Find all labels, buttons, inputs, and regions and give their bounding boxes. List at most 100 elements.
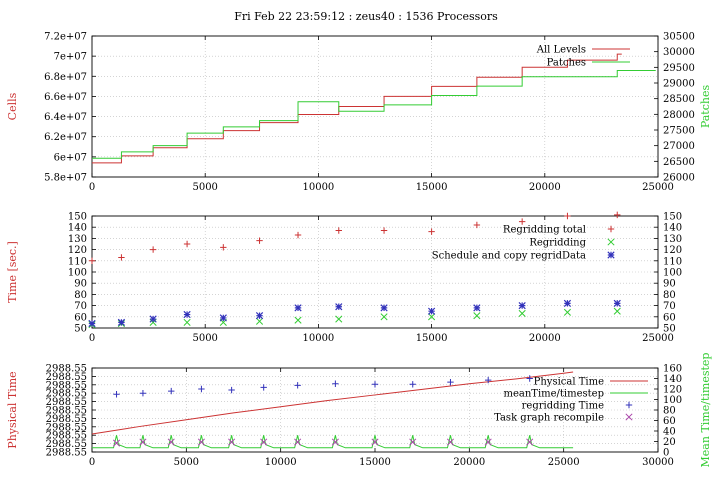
chart-panel-2: 0 5000 10000 15000 20000 25000506070809010011…: [6, 212, 682, 345]
legend-label: meanTime/timestep: [503, 389, 604, 400]
x-tick-label: 5000: [192, 333, 217, 344]
data-point: [563, 308, 571, 316]
data-point: [473, 221, 481, 229]
data-point: [198, 385, 205, 393]
y-tick-label: 2988.55: [46, 397, 87, 408]
y-right-tick-label: 120: [663, 385, 682, 396]
y-axis-label: Physical Time: [6, 371, 19, 448]
data-point: [149, 246, 157, 253]
data-point: [427, 307, 436, 315]
data-point: [380, 304, 388, 312]
y-right-tick-label: 140: [663, 223, 682, 234]
data-point: [228, 438, 236, 446]
y-tick-label: 6.2e+07: [44, 132, 87, 143]
y-tick-label: 2988.55: [46, 414, 87, 425]
data-point: [409, 438, 417, 446]
data-point: [255, 317, 264, 325]
x-tick-label: 20000: [529, 182, 561, 193]
legend-swatch: [607, 238, 615, 246]
data-point: [484, 438, 492, 446]
legend-label: Patches: [547, 58, 586, 69]
data-point: [88, 257, 96, 264]
data-point: [335, 315, 343, 323]
y-right-tick-label: 27000: [663, 141, 695, 152]
y-axis-label: Time [sec.]: [6, 241, 19, 303]
x-tick-label: 25000: [642, 333, 674, 344]
data-point: [473, 312, 481, 320]
y-tick-label: 2988.55: [46, 448, 87, 459]
x-tick-label: 15000: [416, 333, 448, 344]
y-tick-label: 6.4e+07: [44, 112, 87, 123]
data-point: [518, 301, 526, 310]
x-tick-label: 10000: [265, 457, 297, 468]
plot-frame: [91, 367, 659, 453]
y-right-tick-label: 100: [663, 395, 682, 406]
y-tick-label: 2988.55: [46, 380, 87, 391]
y-tick-label: 60: [74, 312, 87, 323]
y-tick-label: 2988.55: [46, 372, 87, 383]
x-tick-label: 25000: [548, 457, 580, 468]
series-line: [91, 371, 574, 435]
y-tick-label: 150: [68, 212, 87, 223]
legend-label: Regridding total: [503, 225, 586, 236]
y-right-tick-label: 26500: [663, 157, 695, 168]
y-right-tick-label: 130: [663, 234, 682, 245]
data-point: [260, 384, 267, 391]
data-point: [167, 438, 175, 446]
y-tick-label: 6e+07: [54, 152, 87, 163]
data-point: [139, 390, 147, 397]
x-tick-label: 0: [89, 333, 95, 344]
data-point: [526, 438, 534, 446]
data-point: [518, 309, 526, 317]
y-right-tick-label: 90: [663, 279, 676, 290]
series-all-levels: [92, 53, 622, 164]
data-point: [332, 380, 339, 387]
y-tick-label: 100: [68, 268, 87, 279]
data-point: [294, 304, 302, 312]
y-right-tick-label: 60: [663, 312, 676, 323]
data-point: [294, 438, 302, 446]
chart-panel-1: 0 5000 10000 15000 20000 25000 5.8e+07 6e+07 6.2…: [6, 32, 712, 194]
y-right-tick-label: 20: [663, 437, 676, 448]
data-point: [446, 438, 455, 446]
data-point: [335, 303, 343, 311]
series-line: [92, 69, 656, 159]
series-physical-time: [91, 371, 574, 435]
y-right-tick-label: 0: [663, 448, 669, 459]
data-point: [526, 375, 533, 382]
y-tick-label: 2988.55: [46, 422, 87, 433]
series-regridding-total: [88, 211, 621, 264]
data-point: [518, 218, 526, 225]
x-tick-label: 30000: [642, 457, 674, 468]
plot-frame: [91, 215, 659, 329]
data-point: [563, 299, 572, 307]
data-point: [564, 212, 571, 220]
y-right-tick-label: 30000: [663, 47, 695, 58]
y-right-axis-label: Patches: [699, 85, 712, 129]
y-right-tick-label: 26000: [663, 173, 695, 184]
legend-label: Physical Time: [534, 377, 604, 388]
legend-swatch: [625, 413, 633, 421]
y-right-tick-label: 80: [663, 290, 676, 301]
data-point: [149, 318, 157, 326]
series-meantime-timestep: [92, 435, 574, 449]
data-point: [294, 382, 301, 389]
y-right-tick-label: 160: [663, 364, 682, 375]
legend-swatch: [607, 251, 615, 259]
y-tick-label: 80: [74, 290, 87, 301]
data-point: [447, 378, 454, 386]
x-tick-label: 0: [89, 182, 95, 193]
data-point: [112, 439, 121, 447]
data-point: [380, 227, 388, 234]
series-regridding: [88, 307, 621, 329]
legend-label: Schedule and copy regridData: [432, 251, 586, 262]
y-right-tick-label: 100: [663, 268, 682, 279]
x-tick-label: 25000: [642, 182, 674, 193]
x-tick-label: 10000: [302, 333, 334, 344]
y-right-tick-label: 50: [663, 324, 676, 335]
data-point: [139, 438, 147, 446]
y-tick-label: 2988.55: [46, 439, 87, 450]
y-tick-label: 140: [68, 223, 87, 234]
data-point: [117, 318, 126, 327]
y-tick-label: 5.8e+07: [44, 173, 87, 184]
